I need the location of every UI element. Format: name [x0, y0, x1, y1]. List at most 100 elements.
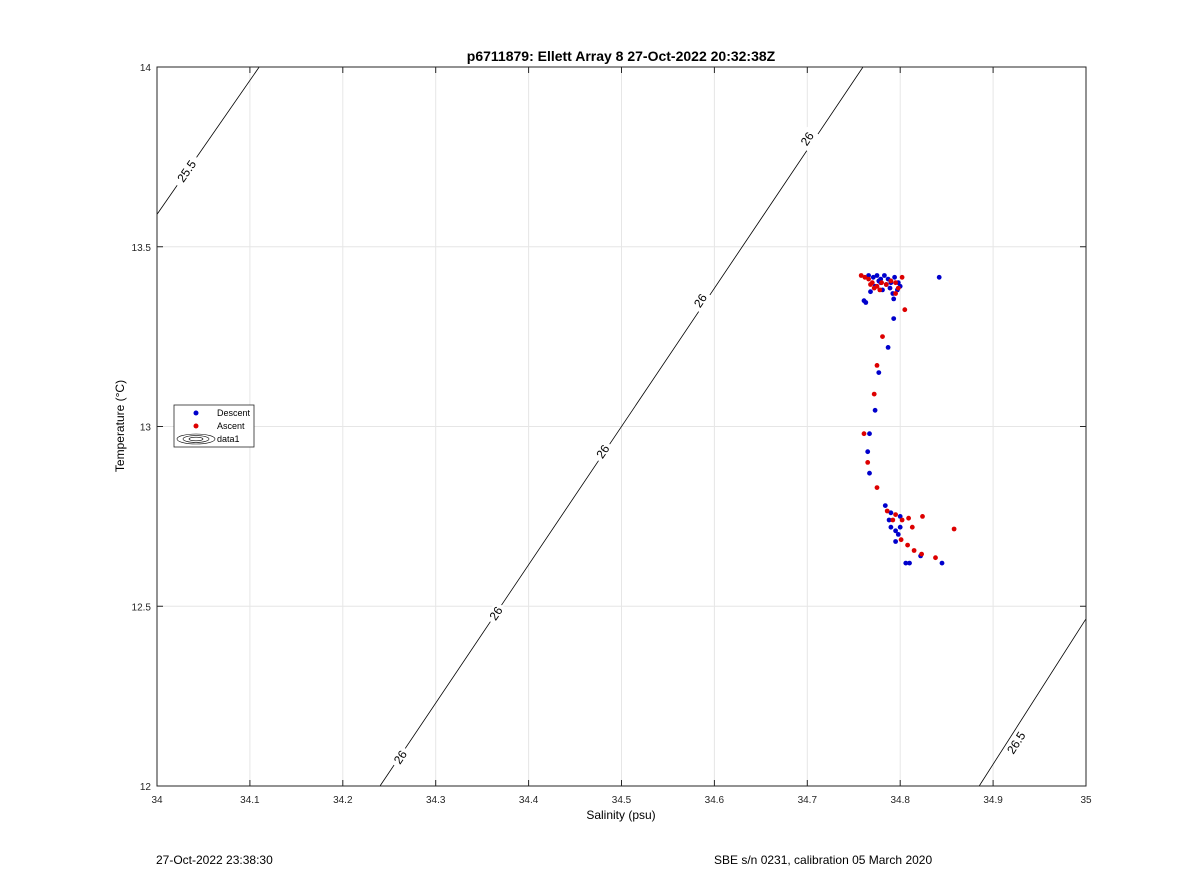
contour-label-background — [591, 439, 615, 464]
ascent-point — [895, 285, 901, 291]
ascent-point — [888, 278, 894, 284]
axis-ticks: 34 34.1 34.2 34.3 34.4 34.5 34.6 34.7 34.8 34.9 35… — [132, 63, 1092, 806]
ascent-point — [920, 514, 925, 519]
x-tick-label: 34.3 — [426, 795, 446, 806]
descent-point — [897, 514, 903, 519]
ascent-point — [909, 524, 915, 530]
ascent-point — [919, 551, 924, 557]
descent-point — [882, 503, 888, 508]
ascent-point — [858, 273, 864, 278]
ascent-point — [874, 363, 880, 368]
legend: Descent Ascent data1 — [173, 404, 255, 448]
descent-point — [886, 517, 892, 523]
ascent-point — [899, 517, 905, 523]
footer-timestamp: 27-Oct-2022 23:38:30 — [156, 853, 273, 867]
isopycnal-line — [156, 66, 260, 215]
descent-point — [867, 470, 872, 476]
descent-point — [892, 274, 897, 280]
isopycnal-line — [379, 66, 864, 787]
contour-label-background — [1001, 724, 1032, 761]
descent-point — [876, 370, 882, 375]
y-tick-label: 12 — [140, 782, 152, 793]
descent-point — [861, 298, 867, 304]
contour-label-background — [389, 745, 412, 770]
descent-point — [867, 431, 872, 437]
ascent-point — [933, 555, 938, 561]
descent-point — [874, 273, 880, 278]
contour-label-background — [689, 288, 712, 313]
ascent-point — [899, 274, 905, 280]
ascent-point — [861, 431, 867, 437]
ascent-point — [866, 276, 871, 282]
descent-point — [893, 539, 898, 544]
descent-point — [868, 289, 873, 295]
descent-point — [891, 296, 897, 302]
y-tick-label: 13.5 — [132, 243, 152, 254]
data-points — [858, 273, 957, 566]
y-axis-label: Temperature (°C) — [113, 380, 127, 472]
descent-point — [870, 274, 876, 280]
y-tick-label: 13 — [140, 423, 152, 434]
legend-contour-icon — [176, 433, 216, 445]
footer-calibration-note: SBE s/n 0231, calibration 05 March 2020 — [714, 853, 933, 867]
x-axis-label: Salinity (psu) — [586, 808, 655, 822]
legend-descent-label: Descent — [217, 408, 251, 418]
descent-point — [936, 274, 942, 280]
ascent-point — [862, 274, 868, 280]
ascent-point — [902, 307, 908, 313]
y-tick-label: 14 — [140, 63, 152, 74]
x-tick-label: 34.9 — [983, 795, 1003, 806]
chart-title: p6711879: Ellett Array 8 27-Oct-2022 20:… — [467, 48, 776, 64]
legend-box — [173, 404, 255, 448]
descent-point — [866, 273, 871, 278]
ascent-point — [890, 517, 896, 523]
ascent-point — [874, 485, 880, 490]
x-tick-label: 34.5 — [612, 795, 632, 806]
ascent-point — [877, 287, 883, 293]
ascent-point — [880, 334, 885, 339]
descent-point — [895, 532, 901, 537]
descent-point — [872, 407, 878, 413]
ascent-point — [879, 280, 884, 286]
ascent-point — [868, 282, 873, 287]
descent-point — [907, 560, 912, 566]
ascent-point — [871, 285, 877, 291]
x-tick-label: 34.1 — [240, 795, 260, 806]
legend-descent-marker — [193, 410, 199, 416]
descent-point — [888, 510, 894, 516]
x-tick-label: 34.8 — [890, 795, 910, 806]
descent-point — [885, 345, 891, 350]
x-tick-label: 34.4 — [519, 795, 539, 806]
ascent-point — [893, 280, 898, 286]
contour-label-background — [484, 601, 508, 626]
x-tick-label: 34.6 — [705, 795, 725, 806]
ascent-point — [865, 460, 871, 465]
ascent-point — [898, 537, 904, 543]
contour-label-background — [795, 126, 819, 152]
ascent-point — [906, 515, 911, 521]
descent-point — [887, 285, 893, 291]
ascent-point — [893, 512, 898, 517]
ascent-point — [911, 548, 917, 553]
x-tick-label: 34.2 — [333, 795, 353, 806]
descent-point — [882, 273, 887, 278]
legend-ascent-marker — [193, 423, 199, 429]
descent-point — [893, 528, 898, 534]
descent-point — [903, 560, 909, 566]
isopycnal-line — [978, 618, 1087, 787]
legend-ascent-label: Ascent — [217, 421, 245, 431]
descent-point — [939, 560, 945, 566]
descent-point — [888, 524, 894, 530]
descent-point — [865, 449, 871, 455]
x-tick-label: 35 — [1080, 795, 1092, 806]
x-tick-label: 34 — [151, 795, 163, 806]
descent-point — [897, 524, 903, 530]
legend-data1-label: data1 — [217, 434, 240, 444]
ascent-point — [905, 542, 910, 548]
descent-point — [891, 316, 897, 321]
ascent-point — [871, 391, 877, 397]
ascent-point — [884, 508, 890, 514]
y-tick-label: 12.5 — [132, 602, 152, 613]
